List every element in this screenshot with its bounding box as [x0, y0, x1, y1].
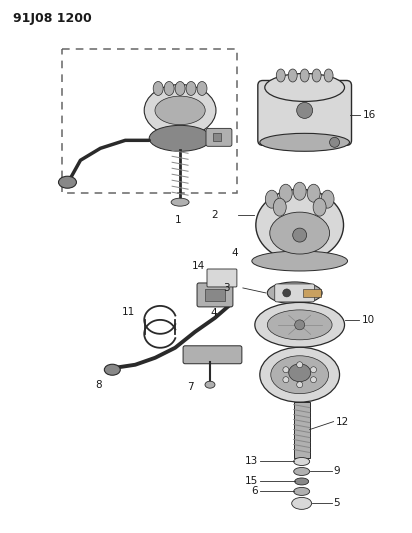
- Ellipse shape: [256, 189, 344, 261]
- Ellipse shape: [292, 497, 311, 510]
- Ellipse shape: [273, 198, 286, 216]
- Text: 11: 11: [122, 307, 136, 317]
- Ellipse shape: [294, 487, 310, 495]
- Text: 15: 15: [245, 477, 258, 487]
- Ellipse shape: [155, 96, 205, 125]
- Text: 12: 12: [335, 417, 349, 426]
- Ellipse shape: [144, 84, 216, 136]
- Bar: [205, 289, 225, 301]
- Ellipse shape: [265, 74, 344, 101]
- Circle shape: [297, 362, 303, 368]
- Text: 5: 5: [334, 498, 340, 508]
- Ellipse shape: [171, 198, 189, 206]
- Ellipse shape: [324, 69, 333, 82]
- Ellipse shape: [294, 457, 310, 465]
- Ellipse shape: [321, 190, 334, 208]
- Ellipse shape: [197, 82, 207, 95]
- Text: 16: 16: [363, 110, 376, 120]
- Ellipse shape: [289, 364, 311, 382]
- Text: 9: 9: [334, 466, 340, 477]
- Text: 14: 14: [192, 261, 205, 271]
- Circle shape: [311, 367, 316, 373]
- Ellipse shape: [260, 133, 349, 151]
- Text: 13: 13: [245, 456, 258, 466]
- Ellipse shape: [186, 82, 196, 95]
- Ellipse shape: [267, 310, 332, 340]
- Ellipse shape: [293, 182, 306, 200]
- FancyBboxPatch shape: [275, 284, 315, 302]
- Text: 4: 4: [232, 248, 239, 258]
- Circle shape: [297, 382, 303, 387]
- Text: 2: 2: [211, 210, 218, 220]
- Ellipse shape: [288, 69, 297, 82]
- Bar: [294, 402, 310, 457]
- Circle shape: [330, 138, 339, 147]
- Ellipse shape: [265, 190, 278, 208]
- Text: 7: 7: [187, 382, 194, 392]
- Ellipse shape: [205, 381, 215, 388]
- Text: 4: 4: [210, 308, 217, 318]
- Text: 91J08 1200: 91J08 1200: [13, 12, 91, 25]
- Ellipse shape: [59, 176, 77, 188]
- Ellipse shape: [279, 184, 292, 202]
- Ellipse shape: [312, 69, 321, 82]
- Text: 6: 6: [251, 487, 258, 496]
- Ellipse shape: [294, 467, 310, 475]
- Ellipse shape: [175, 82, 185, 95]
- Ellipse shape: [271, 356, 329, 394]
- FancyBboxPatch shape: [183, 346, 242, 364]
- FancyBboxPatch shape: [206, 128, 232, 147]
- Ellipse shape: [295, 478, 309, 485]
- Bar: [213, 133, 221, 141]
- Circle shape: [297, 102, 313, 118]
- Text: 8: 8: [95, 379, 102, 390]
- Circle shape: [293, 228, 307, 242]
- Ellipse shape: [255, 302, 344, 348]
- Ellipse shape: [164, 82, 174, 95]
- Text: 1: 1: [175, 215, 182, 225]
- FancyBboxPatch shape: [197, 283, 233, 307]
- Bar: [303, 289, 321, 297]
- FancyBboxPatch shape: [258, 80, 351, 146]
- Ellipse shape: [149, 125, 211, 151]
- Text: 10: 10: [361, 315, 375, 325]
- Ellipse shape: [270, 212, 330, 254]
- Circle shape: [283, 367, 289, 373]
- Circle shape: [311, 377, 316, 383]
- Ellipse shape: [276, 69, 285, 82]
- Circle shape: [283, 377, 289, 383]
- Ellipse shape: [267, 282, 322, 304]
- Circle shape: [283, 289, 291, 297]
- Ellipse shape: [252, 251, 347, 271]
- Ellipse shape: [300, 69, 309, 82]
- Ellipse shape: [313, 198, 326, 216]
- Text: 3: 3: [223, 283, 230, 293]
- Circle shape: [295, 320, 304, 330]
- Ellipse shape: [153, 82, 163, 95]
- Ellipse shape: [307, 184, 320, 202]
- Ellipse shape: [104, 364, 120, 375]
- Ellipse shape: [260, 348, 339, 402]
- FancyBboxPatch shape: [207, 269, 237, 287]
